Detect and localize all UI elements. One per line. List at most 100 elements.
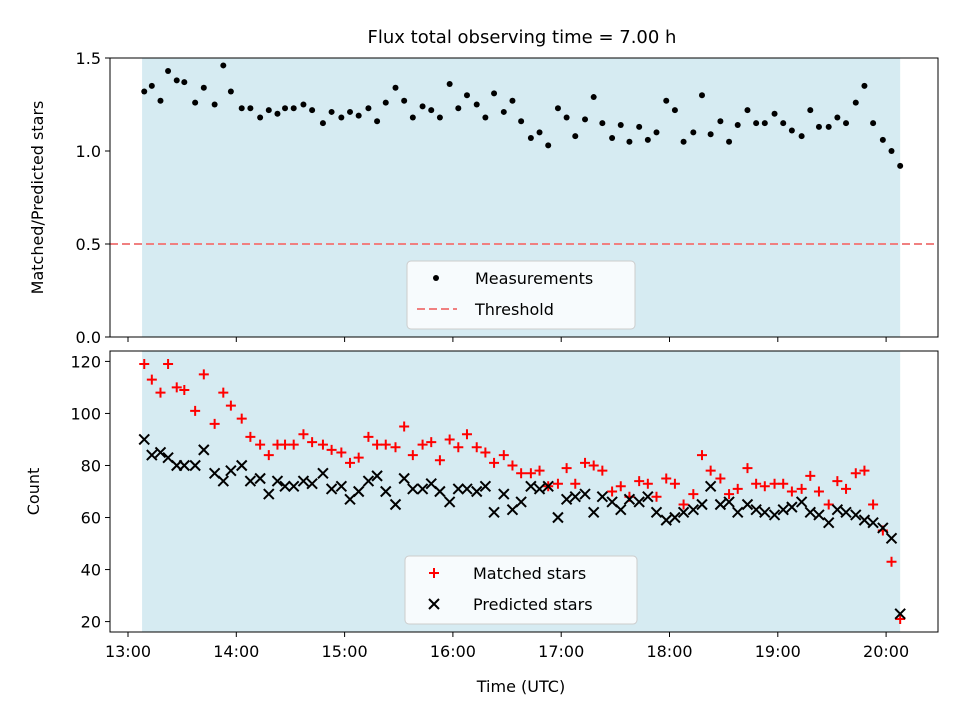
matched-star-point [461,429,472,440]
measurement-point [726,138,733,145]
matched-star-point [317,439,328,450]
matched-star-point [399,421,410,432]
matched-star-point [255,439,266,450]
measurement-point [843,120,850,127]
measurement-point [653,129,660,136]
measurement-point [181,79,188,86]
measurement-point [698,92,705,99]
predicted-star-point [178,459,191,472]
matched-star-point [678,499,689,510]
measurement-point [300,101,307,108]
matched-star-point [786,486,797,497]
y-tick-label: 20 [81,613,101,632]
measurement-point [897,162,904,169]
measurement-point [491,90,498,97]
predicted-star-point [515,496,527,508]
predicted-star-point [297,475,310,487]
predicted-star-point [704,480,717,493]
predicted-star-point [660,514,672,526]
matched-star-point [859,465,870,476]
measurement-point [879,136,886,143]
matched-star-point [696,450,707,461]
matched-star-point [280,439,291,450]
matched-star-point [642,478,653,489]
predicted-star-point [877,522,889,534]
predicted-star-point [471,485,483,498]
predicted-star-point [217,475,230,487]
y-tick-label: 40 [81,561,101,580]
predicted-star-point [225,464,237,477]
matched-star-point [372,439,383,450]
predicted-star-point [479,480,492,493]
predicted-star-point [325,483,338,495]
matched-star-point [868,499,879,510]
matched-star-point [615,481,626,492]
predicted-star-point [542,480,554,493]
predicted-star-point [714,498,727,511]
predicted-star-point [560,493,573,506]
predicted-star-point [389,498,402,511]
legend-marker-predicted [428,598,440,610]
predicted-star-point [244,475,257,487]
matched-star-point [444,434,455,445]
legend-label: Threshold [474,300,554,319]
matched-star-point [471,442,482,453]
y-tick-label: 1.5 [76,49,101,68]
predicted-star-point [822,517,835,529]
measurement-point [247,105,254,112]
predicted-star-point [569,490,581,503]
matched-star-point [525,468,536,479]
matched-star-point [778,478,789,489]
predicted-star-point [488,506,500,519]
measurement-point [753,120,760,127]
matched-star-point [307,437,318,448]
matched-star-point [588,460,599,471]
predicted-star-point [443,496,456,508]
matched-star-point [139,359,150,370]
measurement-point [617,121,624,128]
y-tick-label: 0.0 [76,328,101,347]
measurement-point [257,114,264,121]
measurement-point [463,92,470,99]
predicted-star-point [642,490,654,503]
legend-label: Matched stars [473,564,586,583]
matched-star-point [298,429,309,440]
matched-star-point [507,460,518,471]
predicted-star-point [579,488,591,500]
measurement-point [409,114,416,121]
matched-star-point [390,442,401,453]
measurement-point [744,107,751,114]
predicted-star-point [335,480,348,493]
measurement-point [761,120,768,127]
y-tick-label: 80 [81,456,101,475]
predicted-star-point [650,506,663,519]
measurement-point [401,97,408,104]
measurement-point [807,107,814,114]
predicted-star-point [398,472,410,485]
matched-star-point [805,470,816,481]
matched-star-point [634,476,645,487]
matched-star-point [417,439,428,450]
measurement-point [374,118,381,125]
y-tick-label: 100 [70,404,101,423]
measurement-point [582,116,589,123]
matched-star-point [607,486,618,497]
measurement-point [834,114,841,121]
axes-frame [109,350,939,633]
predicted-star-point [434,485,446,498]
predicted-star-point [279,480,291,493]
predicted-star-point [850,509,862,521]
matched-star-point [236,413,247,424]
matched-star-point [823,499,834,510]
predicted-star-point [840,506,852,519]
predicted-star-point [317,467,329,479]
measurement-point [282,105,289,112]
measurement-point [200,84,207,91]
y-tick-label: 60 [81,509,101,528]
measurement-point [382,99,389,106]
predicted-star-point [198,444,210,456]
measurement-point [527,134,534,141]
measurement-point [473,101,480,108]
measurement-point [815,123,822,130]
x-tick-label: 15:00 [322,642,368,661]
